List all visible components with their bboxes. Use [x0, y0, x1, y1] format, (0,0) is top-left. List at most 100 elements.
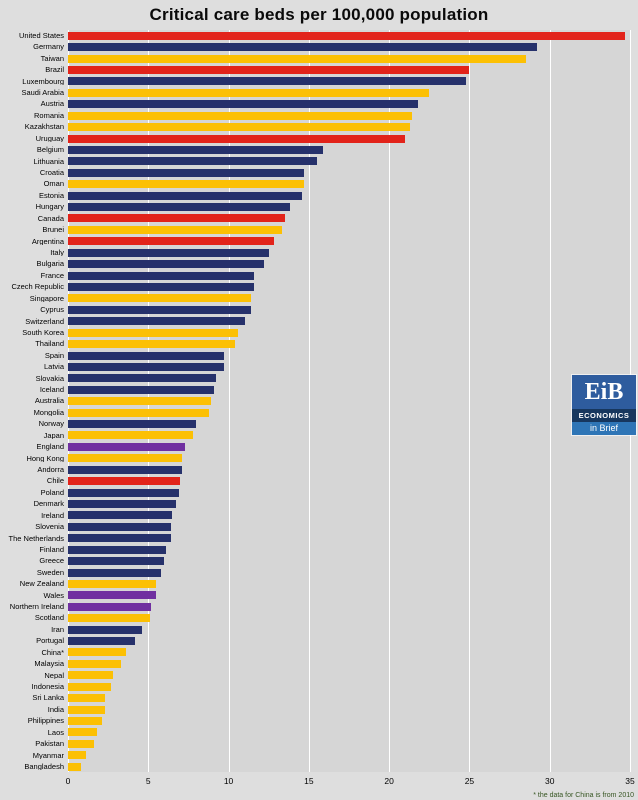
china-data-footnote: * the data for China is from 2010 [533, 792, 634, 799]
bar-track [68, 384, 630, 395]
country-label: Romania [33, 111, 64, 120]
x-tick-label: 30 [544, 776, 555, 786]
bar-row: Nepal [4, 670, 630, 681]
bar-row: Poland [4, 487, 630, 498]
bar-track [68, 293, 630, 304]
bar [68, 511, 173, 520]
country-label: Andorra [37, 465, 64, 474]
bar-row: Taiwan [4, 53, 630, 64]
bar [68, 705, 105, 714]
bar-row: Mongolia [4, 407, 630, 418]
bar [68, 534, 171, 543]
bar-row: Czech Republic [4, 281, 630, 292]
country-label: Spain [44, 351, 64, 360]
country-label: South Korea [22, 328, 64, 337]
bar [68, 123, 411, 132]
bar-track [68, 510, 630, 521]
bar-track [68, 407, 630, 418]
bar-track [68, 430, 630, 441]
bar-row: Brunei [4, 224, 630, 235]
bar-row: Croatia [4, 167, 630, 178]
eib-logo-in-brief-label: in Brief [572, 422, 636, 435]
bar-track [68, 338, 630, 349]
country-label: Iran [51, 625, 64, 634]
bar-track [68, 624, 630, 635]
bar-row: China* [4, 647, 630, 658]
bar-row: Iceland [4, 384, 630, 395]
bar [68, 659, 121, 668]
bar-row: Slovenia [4, 521, 630, 532]
bar-track [68, 670, 630, 681]
bar [68, 694, 105, 703]
bar [68, 397, 211, 406]
bar [68, 500, 176, 508]
bar [68, 248, 269, 257]
x-tick-label: 20 [384, 776, 394, 786]
country-label: Croatia [39, 169, 64, 177]
bar-row: Malaysia [4, 658, 630, 669]
bar [68, 671, 113, 680]
bar-track [68, 567, 630, 578]
bar-row: South Korea [4, 327, 630, 338]
bar-row: Bangladesh [4, 761, 630, 772]
bar-row: Latvia [4, 361, 630, 372]
country-label: Northern Ireland [9, 603, 64, 611]
country-label: Estonia [38, 191, 64, 200]
bar-row: Spain [4, 350, 630, 361]
bar-track [68, 178, 630, 189]
bar-row: Lithuania [4, 156, 630, 167]
bar-track [68, 681, 630, 692]
country-label: Lithuania [33, 157, 64, 166]
country-label: Switzerland [25, 317, 64, 325]
bar [68, 728, 97, 737]
bar-row: France [4, 270, 630, 281]
bar [68, 100, 419, 109]
country-label: France [40, 271, 64, 280]
country-label: Canada [37, 214, 64, 223]
country-label: Australia [34, 397, 64, 405]
bar [68, 637, 136, 646]
bar-track [68, 498, 630, 509]
country-label: The Netherlands [8, 534, 64, 543]
country-label: Hungary [35, 203, 64, 211]
bar-track [68, 281, 630, 292]
bar-row: Germany [4, 41, 630, 52]
bar [68, 340, 235, 349]
bar [68, 431, 194, 440]
bar-row: United States [4, 30, 630, 41]
country-label: Finland [39, 545, 64, 554]
bar-row: Slovakia [4, 373, 630, 384]
bar [68, 602, 152, 611]
country-label: Italy [50, 248, 64, 257]
bar-track [68, 578, 630, 589]
bar-row: Northern Ireland [4, 601, 630, 612]
bar-track [68, 190, 630, 201]
country-label: Belgium [36, 146, 64, 154]
country-label: Wales [43, 591, 64, 600]
country-label: Czech Republic [11, 283, 64, 291]
bar [68, 682, 112, 691]
bar-row: Ireland [4, 510, 630, 521]
bar [68, 591, 157, 600]
eib-logo-monogram: EiB [572, 375, 636, 409]
bar [68, 385, 215, 394]
country-label: Poland [40, 488, 64, 497]
bar-row: Estonia [4, 190, 630, 201]
bar-track [68, 224, 630, 235]
bar [68, 88, 430, 97]
bar [68, 545, 166, 554]
bar [68, 751, 86, 760]
bar [68, 225, 282, 234]
bar-row: Argentina [4, 236, 630, 247]
bar [68, 477, 181, 486]
bar [68, 282, 255, 291]
bar [68, 77, 467, 86]
bar-track [68, 144, 630, 155]
bar [68, 168, 305, 177]
bar-track [68, 213, 630, 224]
bar [68, 614, 150, 623]
bar-track [68, 635, 630, 646]
bar-row: Belgium [4, 144, 630, 155]
bar [68, 488, 179, 497]
bar [68, 374, 216, 383]
